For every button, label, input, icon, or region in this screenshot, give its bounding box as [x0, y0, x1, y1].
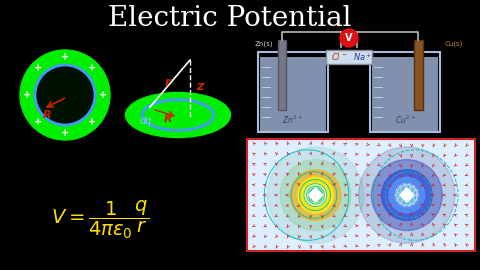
Polygon shape [309, 188, 323, 202]
Circle shape [35, 65, 95, 125]
Bar [278, 40, 286, 110]
Circle shape [401, 190, 412, 201]
Text: $V = \dfrac{1}{4\pi\varepsilon_0} \dfrac{q}{r}$: $V = \dfrac{1}{4\pi\varepsilon_0} \dfrac… [51, 199, 149, 241]
Circle shape [359, 147, 455, 243]
Circle shape [20, 50, 110, 140]
Circle shape [382, 170, 432, 220]
Text: Electric Potential: Electric Potential [108, 5, 352, 32]
Text: V: V [345, 33, 353, 43]
Text: +: + [34, 117, 42, 127]
FancyBboxPatch shape [260, 57, 326, 132]
Circle shape [298, 177, 333, 213]
Text: Cu(s): Cu(s) [445, 41, 463, 47]
Text: z: z [196, 80, 204, 93]
Text: r: r [165, 76, 171, 89]
Bar [414, 40, 423, 110]
Circle shape [280, 160, 351, 231]
Circle shape [304, 184, 327, 207]
Circle shape [389, 177, 424, 213]
Text: +: + [34, 63, 42, 73]
Text: dq: dq [140, 116, 152, 126]
Text: R: R [43, 110, 51, 120]
Text: +: + [61, 128, 69, 138]
Circle shape [340, 29, 358, 47]
Text: +: + [88, 63, 96, 73]
FancyBboxPatch shape [372, 57, 438, 132]
Text: R: R [164, 114, 172, 124]
Text: +: + [99, 90, 107, 100]
Text: $Cu^{2+}$: $Cu^{2+}$ [395, 114, 416, 126]
Text: +: + [23, 90, 31, 100]
Text: $Zn^{2+}$: $Zn^{2+}$ [282, 114, 303, 126]
Text: $Cl^-$: $Cl^-$ [331, 52, 347, 62]
Text: Zn(s): Zn(s) [255, 41, 273, 47]
Circle shape [310, 190, 321, 201]
Polygon shape [400, 188, 414, 202]
Text: +: + [61, 52, 69, 62]
Ellipse shape [125, 93, 230, 137]
Circle shape [372, 160, 442, 231]
Text: $Na^+$: $Na^+$ [353, 51, 372, 63]
Circle shape [290, 170, 341, 220]
Circle shape [396, 184, 418, 207]
Bar [326, 50, 372, 64]
Circle shape [267, 147, 364, 243]
Text: +: + [88, 117, 96, 127]
